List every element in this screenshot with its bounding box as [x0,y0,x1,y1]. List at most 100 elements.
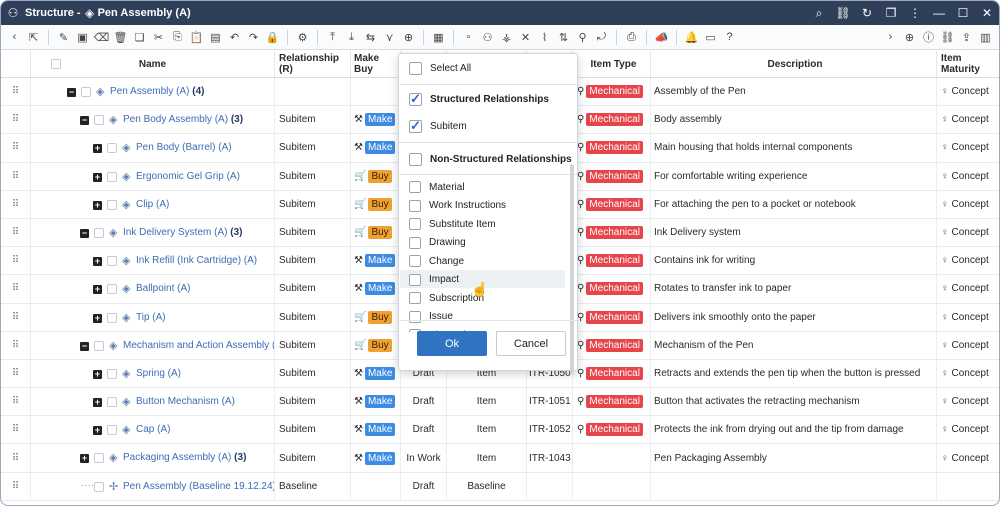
link-icon[interactable]: ⛓ [835,6,851,20]
announce-icon[interactable]: 📣 [654,31,669,44]
save-icon[interactable]: ▣ [77,31,88,44]
make-buy-cell[interactable]: 🛒 Buy [351,303,401,331]
row-name-link[interactable]: Ballpoint (A) [136,283,191,295]
non-structured-header[interactable]: Non-Structured Relationships [409,153,572,166]
row-checkbox[interactable] [107,284,117,295]
table-row[interactable]: ⠿ + ◈ Packaging Assembly (A) (3) Subitem ⚒… [1,444,999,473]
drag-handle-icon[interactable]: ⠿ [1,472,31,500]
demote-icon[interactable]: ⤓ [349,30,354,43]
row-name-link[interactable]: Pen Assembly (Baseline 19.12.24) [123,480,275,492]
option-issue[interactable]: Issue [409,310,453,323]
drag-handle-icon[interactable]: ⠿ [1,218,31,247]
option-checkbox[interactable] [409,329,421,332]
cut-icon[interactable]: ✂ [153,31,164,44]
row-name-link[interactable]: Pen Assembly (A) (4) [110,86,205,97]
ok-button[interactable]: Ok [417,331,487,356]
drag-handle-icon[interactable]: ⠿ [1,388,31,416]
more-icon[interactable]: ⋮ [909,6,921,20]
name-cell[interactable]: − ◈ Pen Body Assembly (A) (3) [31,106,275,134]
drag-handle-icon[interactable]: ⠿ [1,303,31,331]
make-buy-cell[interactable]: ⚒ Make [351,388,401,416]
copy-item-icon[interactable]: ⎘ [173,30,182,43]
lock-icon[interactable]: 🔒 [265,31,280,44]
make-buy-cell[interactable]: 🛒 Buy [351,162,401,190]
row-checkbox[interactable] [107,199,117,210]
option-change[interactable]: Change [409,255,464,267]
option-impact[interactable]: Impact [409,273,459,286]
copy-icon[interactable]: ❐ [885,6,897,20]
option-checkbox[interactable] [409,218,421,230]
swap-icon[interactable]: ⇆ [365,31,376,44]
header-make-buy[interactable]: Make Buy [351,51,401,77]
tree-icon[interactable]: ⚇ [482,31,493,44]
name-cell[interactable]: + ◈ Packaging Assembly (A) (3) [31,444,275,472]
header-checkbox[interactable] [51,59,61,69]
export-icon[interactable]: ⎙ [627,30,636,43]
structured-checkbox[interactable] [409,91,422,107]
header-item-maturity[interactable]: Item Maturity [937,51,999,77]
make-buy-cell[interactable]: ⚒ Make [351,106,401,134]
option-substitute-item[interactable]: Substitute Item [409,218,496,230]
name-cell[interactable]: − ◈ Pen Assembly (A) (4) [31,78,275,106]
add-icon[interactable]: ⊕ [403,31,414,44]
row-checkbox[interactable] [94,115,104,126]
drag-handle-icon[interactable]: ⠿ [1,162,31,190]
structured-header[interactable]: Structured Relationships [409,91,549,107]
row-checkbox[interactable] [107,143,117,154]
table-row[interactable]: ⠿ + ◈ Spring (A) Subitem ⚒ Make Draft Item … [1,359,999,389]
expand-toggle-icon[interactable]: + [93,256,102,267]
option-checkbox[interactable] [409,273,421,286]
return-icon[interactable]: ⤾ [596,30,607,43]
row-checkbox[interactable] [107,256,117,267]
columns-icon[interactable]: ▥ [980,31,991,44]
name-cell[interactable]: + ◈ Tip (A) [31,303,275,331]
duplicate-icon[interactable]: ❏ [134,31,145,44]
row-checkbox[interactable] [81,87,91,97]
pin-icon[interactable]: ⚲ [578,31,587,44]
option-drawing[interactable]: Drawing [409,236,466,249]
option-material[interactable]: Material [409,181,465,193]
table-row[interactable]: ⠿ + ◈ Cap (A) Subitem ⚒ Make Draft Item ITR… [1,416,999,445]
expand-toggle-icon[interactable]: + [93,171,102,182]
make-buy-cell[interactable] [351,472,401,500]
row-checkbox[interactable] [94,227,104,238]
info-icon[interactable]: ⓘ [923,32,934,44]
drag-handle-icon[interactable]: ⠿ [1,247,31,275]
name-cell[interactable]: + ◈ Ink Refill (Ink Cartridge) (A) [31,247,275,275]
drag-handle-icon[interactable]: ⠿ [1,275,31,303]
name-cell[interactable]: + ◈ Ballpoint (A) [31,275,275,303]
option-checkbox[interactable] [409,255,421,267]
drag-handle-icon[interactable]: ⠿ [1,416,31,444]
row-name-link[interactable]: Ink Delivery System (A) (3) [123,226,243,238]
back-icon[interactable]: ‹ [12,31,17,43]
row-name-link[interactable]: Cap (A) [136,424,171,436]
header-name[interactable]: Name [31,51,275,77]
drag-handle-icon[interactable]: ⠿ [1,106,31,134]
select-all-checkbox[interactable] [409,62,422,75]
cancel-button[interactable]: Cancel [496,331,566,356]
expand-toggle-icon[interactable]: + [93,143,102,154]
promote-icon[interactable]: ⤒ [330,30,335,43]
option-checkbox[interactable] [409,236,421,249]
settings-doc-icon[interactable]: ⚙ [297,31,308,44]
row-checkbox[interactable] [107,368,117,379]
name-cell[interactable]: − ◈ Ink Delivery System (A) (3) [31,218,275,247]
drag-handle-icon[interactable]: ⠿ [1,134,31,162]
option-work-instructions[interactable]: Work Instructions [409,199,506,212]
option-alternatives[interactable]: Alternatives [409,329,481,332]
row-name-link[interactable]: Clip (A) [136,198,170,210]
merge-icon[interactable]: ⋎ [385,31,394,44]
help-icon[interactable]: ? [726,31,733,43]
header-description[interactable]: Description [651,51,937,77]
name-cell[interactable]: − ◈ Mechanism and Action Assembly (A) (3) [31,331,275,359]
row-name-link[interactable]: Ergonomic Gel Grip (A) [136,170,240,182]
delete-icon[interactable]: 🗑 [113,31,128,44]
make-buy-cell[interactable]: ⚒ Make [351,416,401,444]
hierarchy-icon[interactable]: ⚶ [501,31,512,44]
option-checkbox[interactable] [409,199,421,212]
name-cell[interactable]: + ◈ Pen Body (Barrel) (A) [31,134,275,162]
table-row[interactable]: ⠿ + ◈ Tip (A) Subitem 🛒 Buy ⚲ Mechanical Del… [1,303,999,332]
row-name-link[interactable]: Spring (A) [136,367,182,379]
sort-icon[interactable]: ⇅ [558,31,569,44]
row-checkbox[interactable] [94,340,104,351]
